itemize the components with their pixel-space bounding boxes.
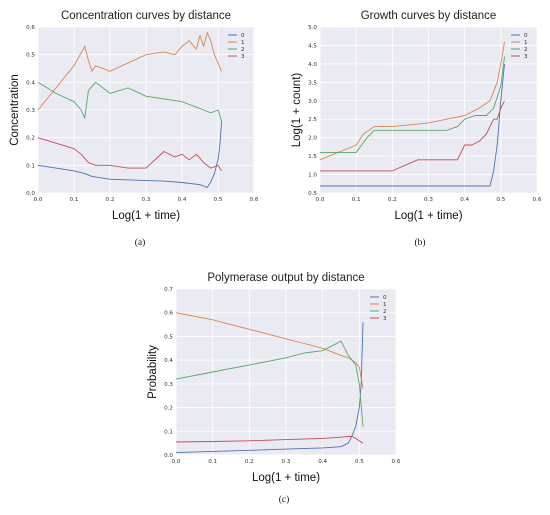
legend-label: 1: [524, 40, 528, 46]
y-tick-label: 0.6: [164, 311, 173, 317]
y-axis-label: Log(1 + count): [291, 73, 303, 148]
series-line-2: [175, 340, 364, 427]
x-tick-label: 0.4: [460, 197, 469, 203]
x-tick-label: 0.1: [352, 197, 361, 203]
x-tick-label: 0.6: [250, 197, 259, 203]
y-tick-label: 0.5: [308, 191, 317, 197]
x-tick-label: 0.5: [496, 197, 505, 203]
caption-c: (c): [279, 494, 290, 505]
caption-a: (a): [135, 237, 146, 248]
y-tick-label: 0.5: [164, 334, 173, 340]
y-axis-label: Probability: [147, 345, 159, 399]
y-tick-label: 0.1: [26, 163, 35, 169]
caption-b: (b): [414, 237, 425, 248]
series-line-0: [175, 322, 364, 454]
series-line-2: [320, 56, 505, 153]
x-tick-label: 0.2: [388, 197, 397, 203]
x-tick-label: 0.0: [172, 459, 181, 465]
legend-label: 1: [383, 302, 387, 308]
series-line-0: [320, 63, 505, 187]
y-tick-label: 1.5: [308, 154, 317, 160]
panel-polymerase: 0.0 0.1 0.2 0.3 0.4 0.5 0.6 0.0 0.1 0.2 0.3 0.4 0.5 0…: [147, 272, 401, 484]
x-tick-label: 0.3: [282, 459, 291, 465]
legend-label: 0: [524, 33, 528, 39]
series-line-3: [37, 137, 222, 172]
x-tick-label: 0.2: [245, 459, 254, 465]
x-tick-label: 0.3: [142, 197, 151, 203]
x-tick-label: 0.4: [178, 197, 187, 203]
legend-label: 0: [383, 295, 387, 301]
x-tick-label: 0.1: [70, 197, 79, 203]
y-tick-label: 0.3: [26, 108, 35, 114]
legend-label: 3: [241, 54, 245, 60]
legend-label: 2: [524, 47, 528, 53]
y-tick-label: 0.2: [26, 136, 35, 142]
series-line-0: [37, 121, 223, 188]
x-tick-label: 0.2: [106, 197, 115, 203]
panel-concentration: 0.0 0.1 0.2 0.3 0.4 0.5 0.6 0.0 0.1 0.2 0.3 0.4 0.5 0…: [9, 10, 259, 222]
y-tick-label: 0.3: [164, 382, 173, 388]
y-tick-label: 4.5: [308, 43, 317, 49]
chart-title: Growth curves by distance: [361, 10, 497, 22]
panel-growth: 0.0 0.1 0.2 0.3 0.4 0.5 0.6 0.5 1.0 1.5 2.0 2.5 3.0 3…: [291, 10, 542, 222]
series-line-2: [37, 81, 223, 122]
chart-title: Concentration curves by distance: [61, 10, 231, 22]
y-tick-label: 0.7: [164, 287, 173, 293]
y-tick-label: 5.0: [308, 25, 317, 31]
legend-label: 2: [241, 47, 245, 53]
x-tick-label: 0.4: [318, 459, 327, 465]
legend-label: 1: [241, 40, 245, 46]
y-tick-label: 0.0: [164, 453, 173, 459]
x-tick-label: 0.6: [533, 197, 542, 203]
x-axis-label: Log(1 + time): [252, 472, 320, 484]
y-tick-label: 0.0: [26, 191, 35, 197]
x-tick-label: 0.0: [34, 197, 43, 203]
legend-label: 2: [383, 309, 387, 315]
legend-label: 3: [524, 54, 528, 60]
y-tick-label: 3.0: [308, 99, 317, 105]
x-axis-label: Log(1 + time): [112, 210, 180, 222]
y-tick-label: 1.0: [308, 173, 317, 179]
x-tick-label: 0.5: [214, 197, 223, 203]
chart-title: Polymerase output by distance: [207, 272, 364, 284]
y-tick-label: 3.5: [308, 80, 317, 86]
legend-label: 3: [383, 316, 387, 322]
x-tick-label: 0.6: [392, 459, 401, 465]
series-line-1: [175, 312, 364, 389]
x-tick-label: 0.5: [355, 459, 364, 465]
y-tick-label: 0.4: [164, 358, 173, 364]
y-tick-label: 0.1: [164, 429, 173, 435]
series-line-1: [319, 41, 505, 161]
x-tick-label: 0.3: [424, 197, 433, 203]
y-tick-label: 0.5: [26, 53, 35, 59]
y-tick-label: 2.5: [308, 117, 317, 123]
y-tick-label: 2.0: [308, 136, 317, 142]
y-tick-label: 0.4: [26, 80, 35, 86]
x-tick-label: 0.0: [316, 197, 325, 203]
x-axis-label: Log(1 + time): [394, 210, 462, 222]
y-tick-label: 0.2: [164, 406, 173, 412]
y-tick-label: 0.6: [26, 25, 35, 31]
series-line-1: [37, 32, 223, 111]
y-axis-label: Concentration: [9, 74, 21, 146]
series-line-3: [175, 436, 364, 444]
series-line-3: [320, 100, 505, 172]
y-tick-label: 4.0: [308, 62, 317, 68]
x-tick-label: 0.1: [208, 459, 217, 465]
legend-label: 0: [241, 33, 245, 39]
